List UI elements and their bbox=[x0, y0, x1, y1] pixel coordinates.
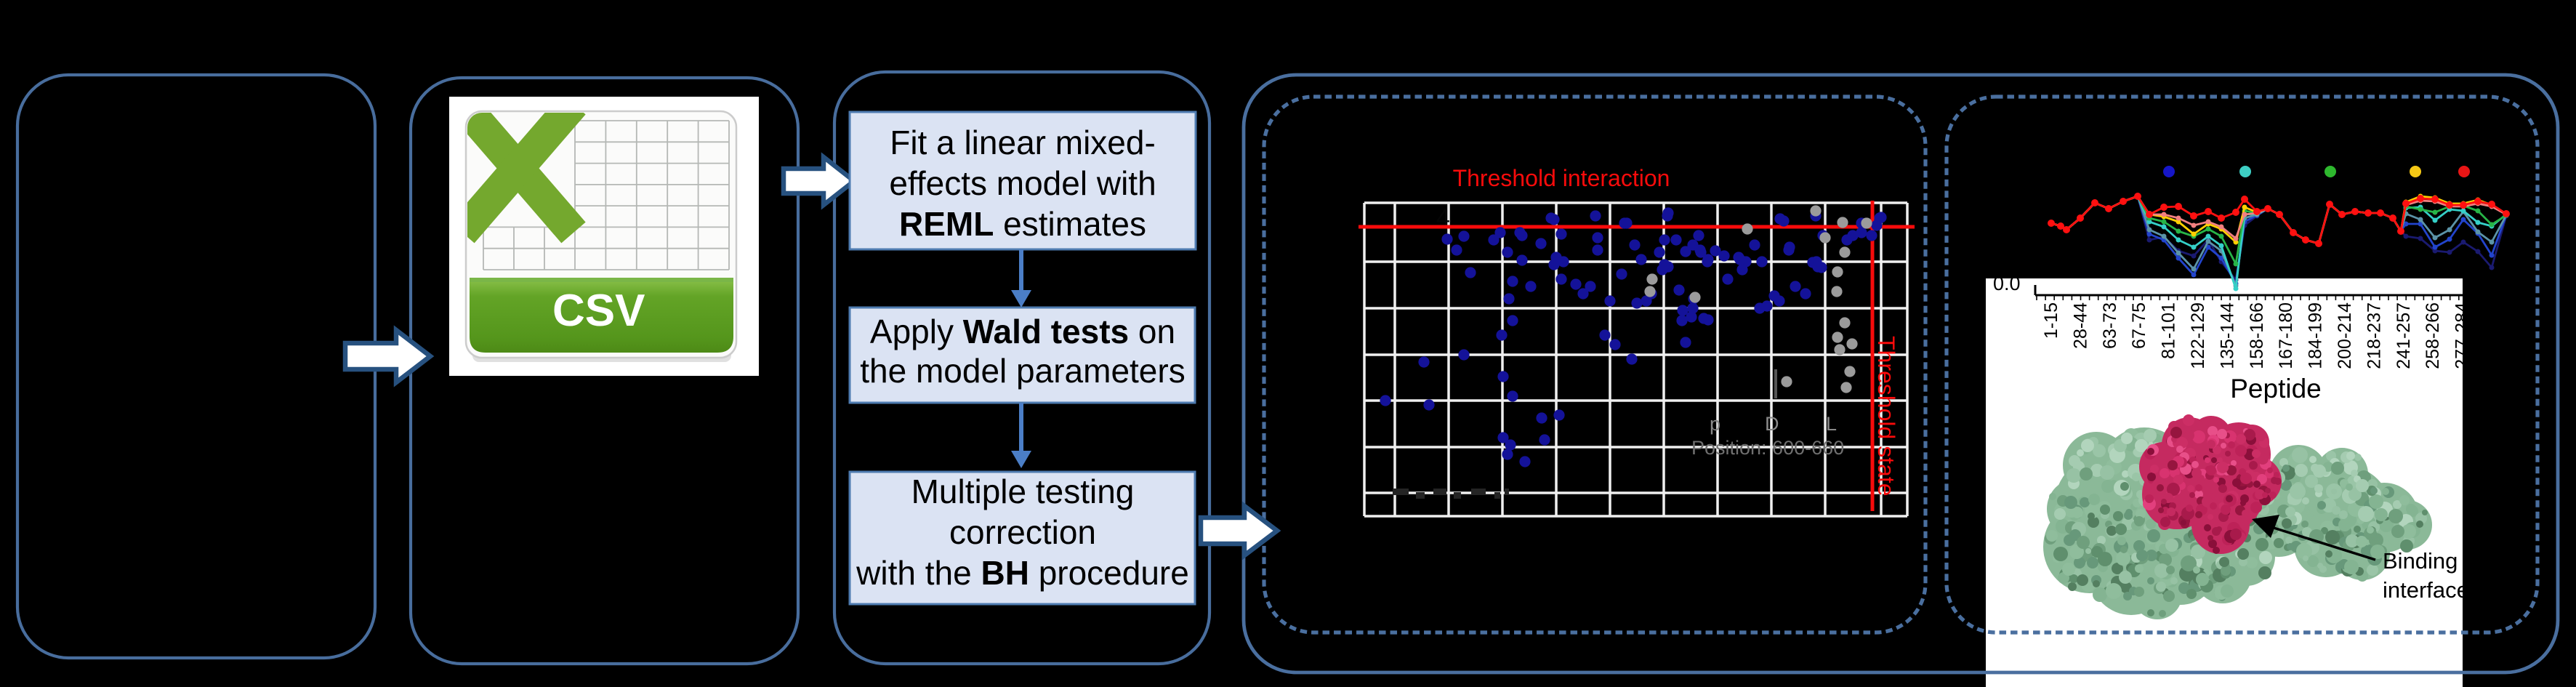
svg-text:Threshold state: Threshold state bbox=[1873, 336, 1899, 497]
svg-text:1-15: 1-15 bbox=[2041, 302, 2061, 339]
svg-text:158-166: 158-166 bbox=[2247, 302, 2267, 369]
svg-text:REML estimates: REML estimates bbox=[899, 205, 1146, 243]
svg-text:122-129: 122-129 bbox=[2188, 302, 2208, 369]
svg-text:p: p bbox=[1710, 413, 1720, 435]
svg-text:D: D bbox=[1765, 413, 1779, 435]
svg-text:with the BH procedure: with the BH procedure bbox=[856, 554, 1189, 592]
svg-text:Fit a linear mixed-: Fit a linear mixed- bbox=[890, 124, 1156, 161]
svg-text:Threshold interaction: Threshold interaction bbox=[1453, 165, 1670, 191]
svg-text:CSV: CSV bbox=[552, 286, 645, 336]
svg-text:81-101: 81-101 bbox=[2159, 302, 2179, 359]
svg-text:the model parameters: the model parameters bbox=[860, 352, 1185, 390]
svg-text:correction: correction bbox=[949, 513, 1096, 551]
svg-text:0.0: 0.0 bbox=[1993, 273, 2021, 294]
svg-text:63-73: 63-73 bbox=[2100, 302, 2120, 349]
svg-text:Multiple testing: Multiple testing bbox=[911, 473, 1135, 510]
svg-text:135-144: 135-144 bbox=[2217, 302, 2237, 369]
svg-text:277-284: 277-284 bbox=[2452, 302, 2473, 369]
svg-text:interface: interface bbox=[2383, 577, 2469, 603]
svg-text:Binding: Binding bbox=[2383, 548, 2458, 574]
svg-text:L: L bbox=[1826, 413, 1837, 435]
svg-text:Apply Wald tests on: Apply Wald tests on bbox=[870, 313, 1175, 350]
svg-text:184-199: 184-199 bbox=[2306, 302, 2326, 369]
svg-text:241-257: 241-257 bbox=[2394, 302, 2414, 369]
svg-text:258-266: 258-266 bbox=[2423, 302, 2443, 369]
svg-text:Position: 600-660: Position: 600-660 bbox=[1691, 437, 1844, 459]
svg-text:Peptide: Peptide bbox=[2230, 374, 2322, 403]
svg-text:200-214: 200-214 bbox=[2335, 302, 2355, 369]
svg-text:effects model with: effects model with bbox=[889, 164, 1156, 202]
svg-text:167-180: 167-180 bbox=[2276, 302, 2296, 369]
svg-text:67-75: 67-75 bbox=[2129, 302, 2149, 349]
svg-text:28-44: 28-44 bbox=[2070, 302, 2090, 349]
svg-text:218-237: 218-237 bbox=[2364, 302, 2384, 369]
